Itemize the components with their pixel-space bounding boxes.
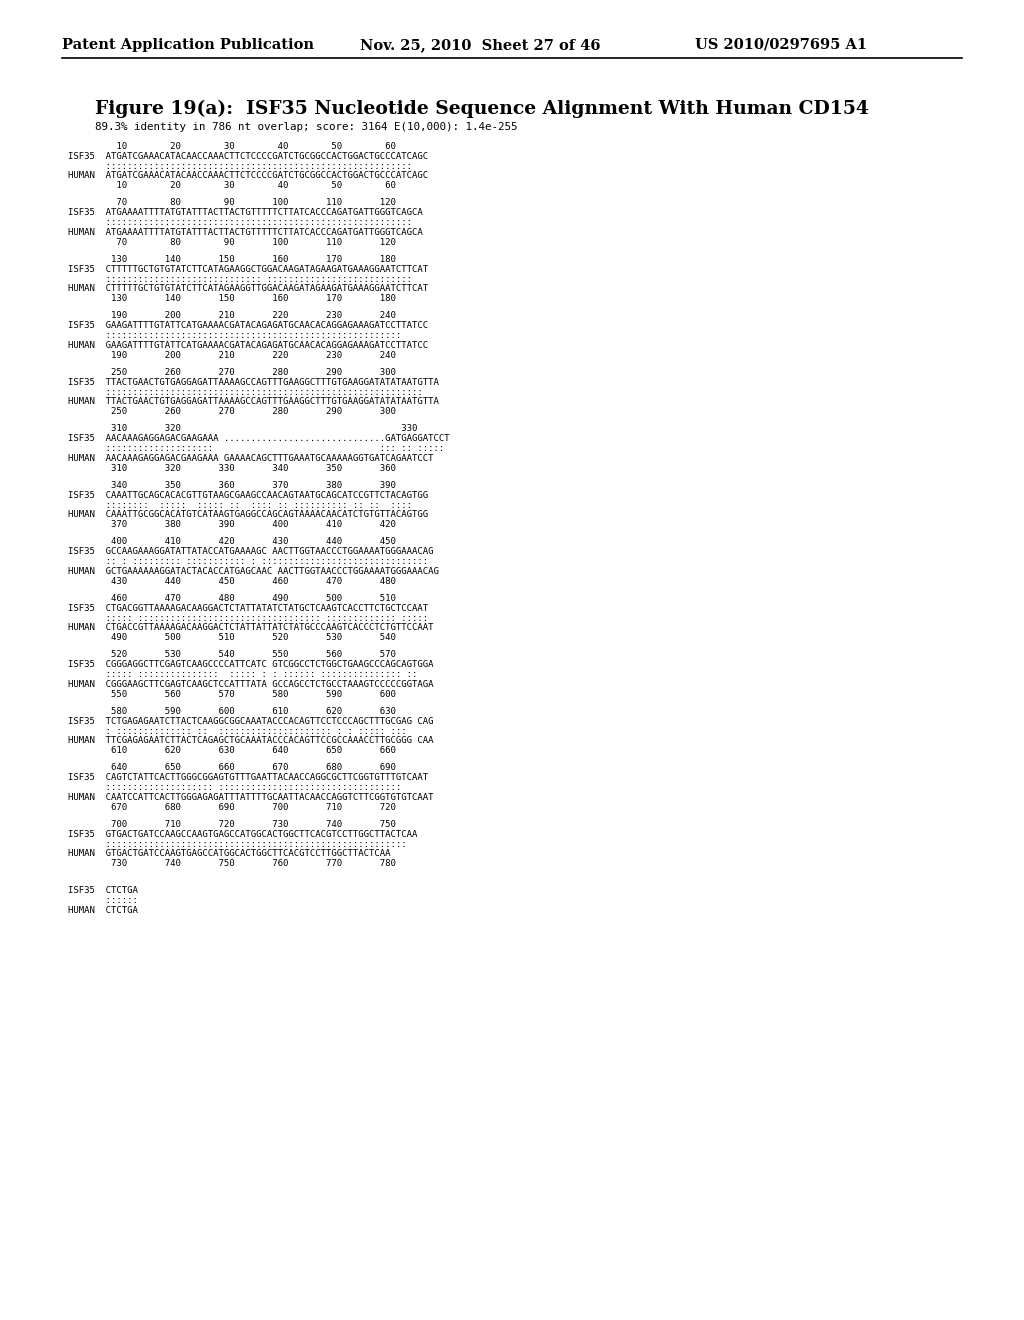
Text: ISF35  CTCTGA: ISF35 CTCTGA [68, 886, 138, 895]
Text: 89.3% identity in 786 nt overlap; score: 3164 E(10,000): 1.4e-255: 89.3% identity in 786 nt overlap; score:… [95, 121, 517, 132]
Text: : :::::::::::::: ::  ::::::::::::::::::::: : : ::::: :::: : :::::::::::::: :: ::::::::::::::::::::… [68, 726, 407, 735]
Text: ISF35  CTGACGGTTAAAAGACAAGGACTCTATTATATCTATGCTCAAGTCACCTTCTGCTCCAAT: ISF35 CTGACGGTTAAAAGACAAGGACTCTATTATATCT… [68, 603, 428, 612]
Text: 520       530       540       550       560       570: 520 530 540 550 560 570 [68, 651, 396, 660]
Text: 610       620       630       640       650       660: 610 620 630 640 650 660 [68, 746, 396, 755]
Text: ISF35  GAAGATTTTGTATTCATGAAAACGATACAGAGATGCAACACAGGAGAAAGATCCTTATCC: ISF35 GAAGATTTTGTATTCATGAAAACGATACAGAGAT… [68, 321, 428, 330]
Text: HUMAN  CAAATTGCGGCACATGTCATAAGTGAGGCCAGCAGTAAAACAACATCTGTGTTACAGTGG: HUMAN CAAATTGCGGCACATGTCATAAGTGAGGCCAGCA… [68, 511, 428, 519]
Text: :::::::::::::::::::::::::::::::::::::::::::::::::::::::::: ::::::::::::::::::::::::::::::::::::::::… [68, 161, 412, 170]
Text: :: : ::::::::: ::::::::::: : :::::::::::::::::::::::::::::::: :: : ::::::::: ::::::::::: : :::::::::::… [68, 557, 428, 566]
Text: :::::::::::::::::::::::::::::::::::::::::::::::::::::::::: ::::::::::::::::::::::::::::::::::::::::… [68, 218, 412, 227]
Text: ::::::::::::::::::::::::::::: :::::::::::::::::::::::::::: ::::::::::::::::::::::::::::: ::::::::::… [68, 275, 412, 284]
Text: ISF35  CAAATTGCAGCACACGTTGTAAGCGAAGCCAACAGTAATGCAGCATCCGTTCTACAGTGG: ISF35 CAAATTGCAGCACACGTTGTAAGCGAAGCCAACA… [68, 491, 428, 500]
Text: HUMAN  CTCTGA: HUMAN CTCTGA [68, 906, 138, 915]
Text: 730       740       750       760       770       780: 730 740 750 760 770 780 [68, 859, 396, 869]
Text: ISF35  GCCAAGAAAGGATATTATACCATGAAAAGC AACTTGGTAACCCTGGAAAATGGGAAACAG: ISF35 GCCAAGAAAGGATATTATACCATGAAAAGC AAC… [68, 548, 433, 556]
Text: Nov. 25, 2010  Sheet 27 of 46: Nov. 25, 2010 Sheet 27 of 46 [360, 38, 600, 51]
Text: 340       350       360       370       380       390: 340 350 360 370 380 390 [68, 480, 396, 490]
Text: 130       140       150       160       170       180: 130 140 150 160 170 180 [68, 255, 396, 264]
Text: HUMAN  CTTTTTGCTGTGTATCTTCATAGAAGGTTGGACAAGATAGAAGATGAAAGGAATCTTCAT: HUMAN CTTTTTGCTGTGTATCTTCATAGAAGGTTGGACA… [68, 284, 428, 293]
Text: 10        20        30        40        50        60: 10 20 30 40 50 60 [68, 181, 396, 190]
Text: ::::::::  :::::  ::::: ::  :::: :: :::::::::: :: ::  ::::: :::::::: ::::: ::::: :: :::: :: ::::::::… [68, 500, 412, 510]
Text: ISF35  AACAAAGAGGAGACGAAGAAA ..............................GATGAGGATCCT: ISF35 AACAAAGAGGAGACGAAGAAA ............… [68, 434, 450, 444]
Text: 310       320       330       340       350       360: 310 320 330 340 350 360 [68, 463, 396, 473]
Text: HUMAN  GTGACTGATCCAAGTGAGCCATGGCACTGGCTTCACGTCCTTGGCTTACTCAA: HUMAN GTGACTGATCCAAGTGAGCCATGGCACTGGCTTC… [68, 849, 390, 858]
Text: ISF35  TCTGAGAGAATCTTACTCAAGGCGGCAAATACCCACAGTTCCTCCCAGCTTTGCGAG CAG: ISF35 TCTGAGAGAATCTTACTCAAGGCGGCAAATACCC… [68, 717, 433, 726]
Text: HUMAN  ATGAAAATTTTATGTATTTACTTACTGTTTTTCTTATCACCCAGATGATTGGGTCAGCA: HUMAN ATGAAAATTTTATGTATTTACTTACTGTTTTTCT… [68, 228, 423, 236]
Text: 190       200       210       220       230       240: 190 200 210 220 230 240 [68, 351, 396, 359]
Text: ::::::::::::::::::::                               ::: :: :::::: :::::::::::::::::::: ::: :: ::::: [68, 444, 444, 453]
Text: 400       410       420       430       440       450: 400 410 420 430 440 450 [68, 537, 396, 546]
Text: 640       650       660       670       680       690: 640 650 660 670 680 690 [68, 763, 396, 772]
Text: 130       140       150       160       170       180: 130 140 150 160 170 180 [68, 294, 396, 304]
Text: 490       500       510       520       530       540: 490 500 510 520 530 540 [68, 634, 396, 643]
Text: 190       200       210       220       230       240: 190 200 210 220 230 240 [68, 312, 396, 321]
Text: ::::::: :::::: [68, 896, 138, 906]
Text: :::::::::::::::::::::::::::::::::::::::::::::::::::::::::::: ::::::::::::::::::::::::::::::::::::::::… [68, 388, 423, 396]
Text: ISF35  CAGTCTATTCACTTGGGCGGAGTGTTTGAATTACAACCAGGCGCTTCGGTGTTTGTCAAT: ISF35 CAGTCTATTCACTTGGGCGGAGTGTTTGAATTAC… [68, 774, 428, 783]
Text: 460       470       480       490       500       510: 460 470 480 490 500 510 [68, 594, 396, 603]
Text: ISF35  TTACTGAACTGTGAGGAGATTAAAAGCCAGTTTGAAGGCTTTGTGAAGGATATATAATGTTA: ISF35 TTACTGAACTGTGAGGAGATTAAAAGCCAGTTTG… [68, 378, 439, 387]
Text: US 2010/0297695 A1: US 2010/0297695 A1 [695, 38, 867, 51]
Text: HUMAN  TTACTGAACTGTGAGGAGATTAAAAGCCAGTTTGAAGGCTTTGTGAAGGATATATAATGTTA: HUMAN TTACTGAACTGTGAGGAGATTAAAAGCCAGTTTG… [68, 397, 439, 407]
Text: ::::::::::::::::::::::::::::::::::::::::::::::::::::::::: ::::::::::::::::::::::::::::::::::::::::… [68, 840, 407, 849]
Text: ISF35  ATGAAAATTTTATGTATTTACTTACTGTTTTTCTTATCACCCAGATGATTGGGTCAGCA: ISF35 ATGAAAATTTTATGTATTTACTTACTGTTTTTCT… [68, 209, 423, 218]
Text: Figure 19(a):  ISF35 Nucleotide Sequence Alignment With Human CD154: Figure 19(a): ISF35 Nucleotide Sequence … [95, 100, 869, 119]
Text: ::::: :::::::::::::::  ::::: : : :::::: ::::::::::::::: ::: ::::: ::::::::::::::: ::::: : : :::::: :… [68, 671, 418, 678]
Text: 550       560       570       580       590       600: 550 560 570 580 590 600 [68, 689, 396, 698]
Text: 70        80        90       100       110       120: 70 80 90 100 110 120 [68, 198, 396, 207]
Text: ISF35  ATGATCGAAACATACAACCAAACTTCTCCCCGATCTGCGGCCACTGGACTGCCCATCAGC: ISF35 ATGATCGAAACATACAACCAAACTTCTCCCCGAT… [68, 152, 428, 161]
Text: HUMAN  AACAAAGAGGAGACGAAGAAA GAAAACAGCTTTGAAATGCAAAAAGGTGATCAGAATCCT: HUMAN AACAAAGAGGAGACGAAGAAA GAAAACAGCTTT… [68, 454, 433, 463]
Text: 70        80        90       100       110       120: 70 80 90 100 110 120 [68, 238, 396, 247]
Text: ISF35  CGGGAGGCTTCGAGTCAAGCCCCATTCATC GTCGGCCTCTGGCTGAAGCCCAGCAGTGGA: ISF35 CGGGAGGCTTCGAGTCAAGCCCCATTCATC GTC… [68, 660, 433, 669]
Text: HUMAN  GAAGATTTTGTATTCATGAAAACGATACAGAGATGCAACACAGGAGAAAGATCCTTATCC: HUMAN GAAGATTTTGTATTCATGAAAACGATACAGAGAT… [68, 341, 428, 350]
Text: ISF35  CTTTTTGCTGTGTATCTTCATAGAAGGCTGGACAAGATAGAAGATGAAAGGAATCTTCAT: ISF35 CTTTTTGCTGTGTATCTTCATAGAAGGCTGGACA… [68, 265, 428, 273]
Text: 310       320                                         330: 310 320 330 [68, 425, 418, 433]
Text: :::::::::::::::::::: ::::::::::::::::::::::::::::::::::: :::::::::::::::::::: :::::::::::::::::::… [68, 783, 401, 792]
Text: HUMAN  CAATCCATTCACTTGGGAGAGATTTATTTTGCAATTACAACCAGGTCTTCGGTGTGTCAAT: HUMAN CAATCCATTCACTTGGGAGAGATTTATTTTGCAA… [68, 793, 433, 801]
Text: 250       260       270       280       290       300: 250 260 270 280 290 300 [68, 407, 396, 416]
Text: ::::: :::::::::::::::::::::::::::::::::: ::::::::::::: :::::: ::::: ::::::::::::::::::::::::::::::::::… [68, 614, 428, 623]
Text: 10        20        30        40        50        60: 10 20 30 40 50 60 [68, 143, 396, 150]
Text: :::::::::::::::::::::::::::::::::::::::::::::::::::::::: ::::::::::::::::::::::::::::::::::::::::… [68, 331, 401, 341]
Text: 670       680       690       700       710       720: 670 680 690 700 710 720 [68, 803, 396, 812]
Text: HUMAN  CTGACCGTTAAAAGACAAGGACTCTATTATTATCTATGCCCAAGTCACCCTCTGTTCCAAT: HUMAN CTGACCGTTAAAAGACAAGGACTCTATTATTATC… [68, 623, 433, 632]
Text: HUMAN  TTCGAGAGAATCTTACTCAGAGCTGCAAATACCCACAGTTCCGCCAAACCTTGCGGG CAA: HUMAN TTCGAGAGAATCTTACTCAGAGCTGCAAATACCC… [68, 737, 433, 746]
Text: 580       590       600       610       620       630: 580 590 600 610 620 630 [68, 708, 396, 715]
Text: Patent Application Publication: Patent Application Publication [62, 38, 314, 51]
Text: 250       260       270       280       290       300: 250 260 270 280 290 300 [68, 368, 396, 378]
Text: 370       380       390       400       410       420: 370 380 390 400 410 420 [68, 520, 396, 529]
Text: HUMAN  ATGATCGAAACATACAACCAAACTTCTCCCCGATCTGCGGCCACTGGACTGCCCATCAGC: HUMAN ATGATCGAAACATACAACCAAACTTCTCCCCGAT… [68, 172, 428, 181]
Text: HUMAN  GCTGAAAAAAGGATACTACACCATGAGCAAC AACTTGGTAACCCTGGAAAATGGGAAACAG: HUMAN GCTGAAAAAAGGATACTACACCATGAGCAAC AA… [68, 566, 439, 576]
Text: ISF35  GTGACTGATCCAAGCCAAGTGAGCCATGGCACTGGCTTCACGTCCTTGGCTTACTCAA: ISF35 GTGACTGATCCAAGCCAAGTGAGCCATGGCACTG… [68, 830, 418, 838]
Text: HUMAN  CGGGAAGCTTCGAGTCAAGCTCCATTTATA GCCAGCCTCTGCCTAAAGTCCCCCGGTAGA: HUMAN CGGGAAGCTTCGAGTCAAGCTCCATTTATA GCC… [68, 680, 433, 689]
Text: 430       440       450       460       470       480: 430 440 450 460 470 480 [68, 577, 396, 586]
Text: 700       710       720       730       740       750: 700 710 720 730 740 750 [68, 820, 396, 829]
